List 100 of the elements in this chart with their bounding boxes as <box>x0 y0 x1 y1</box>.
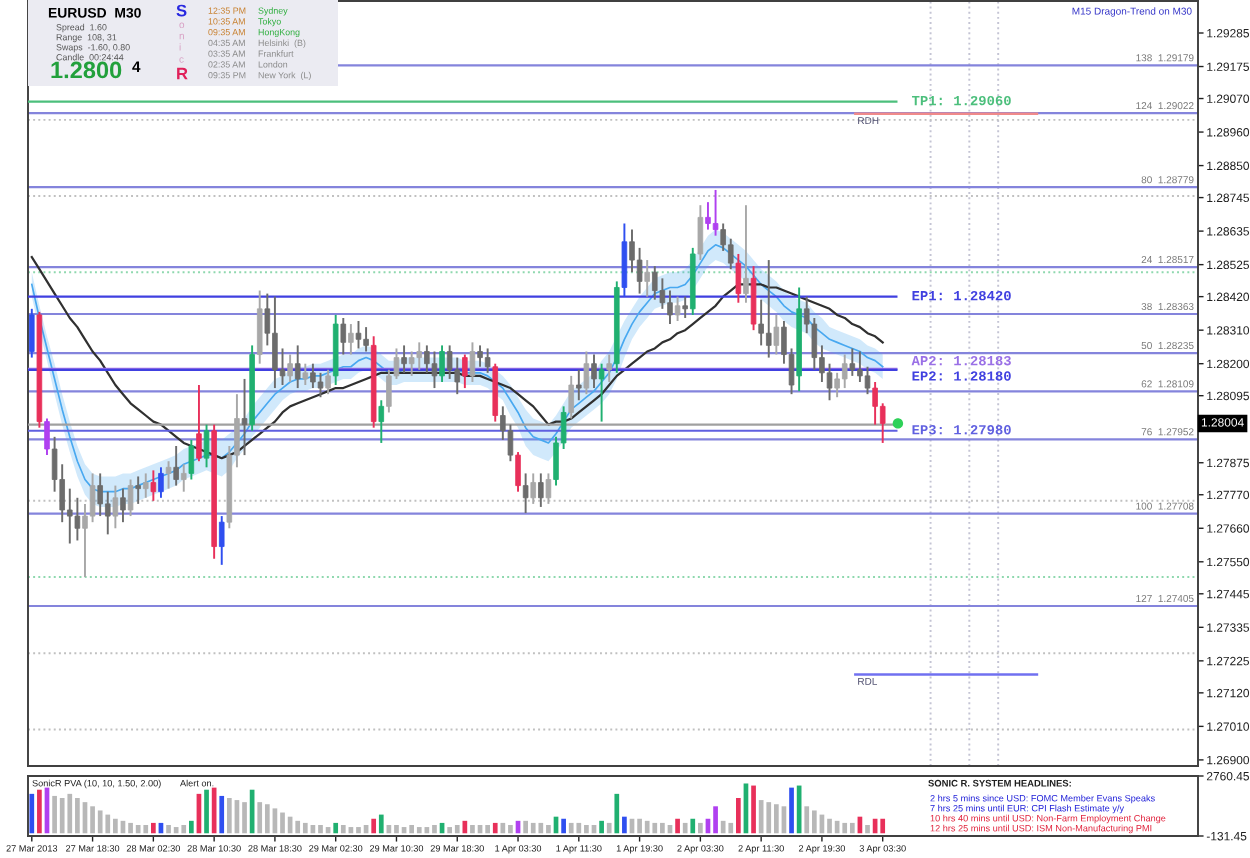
candlestick <box>826 362 833 402</box>
bar <box>485 824 490 834</box>
candlestick <box>67 487 73 545</box>
bar <box>151 822 156 834</box>
candlestick <box>401 344 407 374</box>
candlestick <box>302 362 309 386</box>
bar <box>652 822 658 834</box>
bar <box>416 827 422 834</box>
candlestick <box>112 484 119 530</box>
candlestick <box>834 371 840 399</box>
candlestick <box>272 295 278 390</box>
candlestick <box>378 399 385 444</box>
bar <box>280 812 285 834</box>
bar <box>340 824 346 834</box>
annotation: 1.2800 <box>51 61 122 79</box>
candlestick <box>325 368 331 396</box>
bar <box>523 820 528 834</box>
bar <box>751 785 756 834</box>
candlestick <box>462 353 468 390</box>
bar <box>720 820 726 834</box>
candlestick <box>150 469 157 502</box>
bar <box>295 820 301 834</box>
bar <box>713 806 718 834</box>
candlestick <box>849 347 856 377</box>
bar <box>538 822 544 834</box>
candlestick <box>105 490 111 536</box>
candlestick <box>727 237 734 271</box>
bar <box>470 824 475 834</box>
candlestick <box>530 472 536 505</box>
bar <box>181 824 187 834</box>
candlestick <box>765 259 772 359</box>
candlestick <box>158 466 164 499</box>
candlestick <box>241 377 248 457</box>
bar <box>378 814 384 834</box>
candlestick <box>127 478 134 518</box>
bar <box>682 822 688 834</box>
bar <box>576 822 582 834</box>
candlestick <box>188 438 195 481</box>
candlestick <box>743 204 749 304</box>
candlestick <box>857 350 863 383</box>
candlestick <box>120 487 126 524</box>
candlestick <box>477 344 483 368</box>
candlestick <box>74 496 81 542</box>
candlestick <box>841 353 848 390</box>
candlestick <box>697 204 704 262</box>
candlestick <box>180 463 187 493</box>
bar <box>530 822 536 834</box>
bar <box>188 820 194 834</box>
bar <box>842 822 848 834</box>
bar <box>811 810 817 834</box>
bar <box>804 806 810 834</box>
bar <box>173 827 179 834</box>
candlestick <box>568 374 574 420</box>
candlestick <box>355 320 362 350</box>
bar <box>52 795 57 834</box>
bar <box>500 822 506 834</box>
bar <box>75 798 80 834</box>
candlestick <box>317 371 324 399</box>
bar <box>660 822 665 834</box>
bar <box>508 824 513 834</box>
bar <box>219 795 225 834</box>
candlestick <box>218 515 225 566</box>
bar <box>113 818 118 834</box>
candlestick <box>750 265 757 332</box>
bar <box>59 798 65 834</box>
candlestick <box>705 201 711 231</box>
bar <box>492 822 498 834</box>
bar <box>827 818 832 834</box>
candlestick <box>636 246 643 295</box>
bar <box>128 822 133 834</box>
bar <box>242 802 247 834</box>
candlestick <box>735 253 742 304</box>
bar <box>432 824 437 834</box>
candlestick <box>598 362 605 423</box>
candlestick <box>621 222 628 298</box>
bar <box>698 822 703 834</box>
candlestick <box>310 362 316 390</box>
bar <box>849 822 855 834</box>
bar <box>105 814 111 834</box>
candlestick <box>758 298 764 347</box>
bar <box>462 820 468 834</box>
bar <box>546 824 551 834</box>
bar <box>318 824 323 834</box>
annotation: S <box>176 4 187 17</box>
candlestick <box>135 475 141 505</box>
bar <box>614 793 620 834</box>
bar <box>606 822 612 834</box>
candlestick <box>408 350 415 377</box>
bar <box>29 793 35 834</box>
candlestick <box>538 472 544 508</box>
bar <box>766 802 772 834</box>
candlestick <box>712 188 719 237</box>
bar <box>454 824 460 834</box>
candlestick <box>576 368 582 402</box>
candlestick <box>469 341 476 383</box>
bar <box>257 802 263 834</box>
bar <box>333 822 339 834</box>
bar <box>226 798 232 834</box>
bar <box>568 822 574 834</box>
bar <box>758 800 764 834</box>
